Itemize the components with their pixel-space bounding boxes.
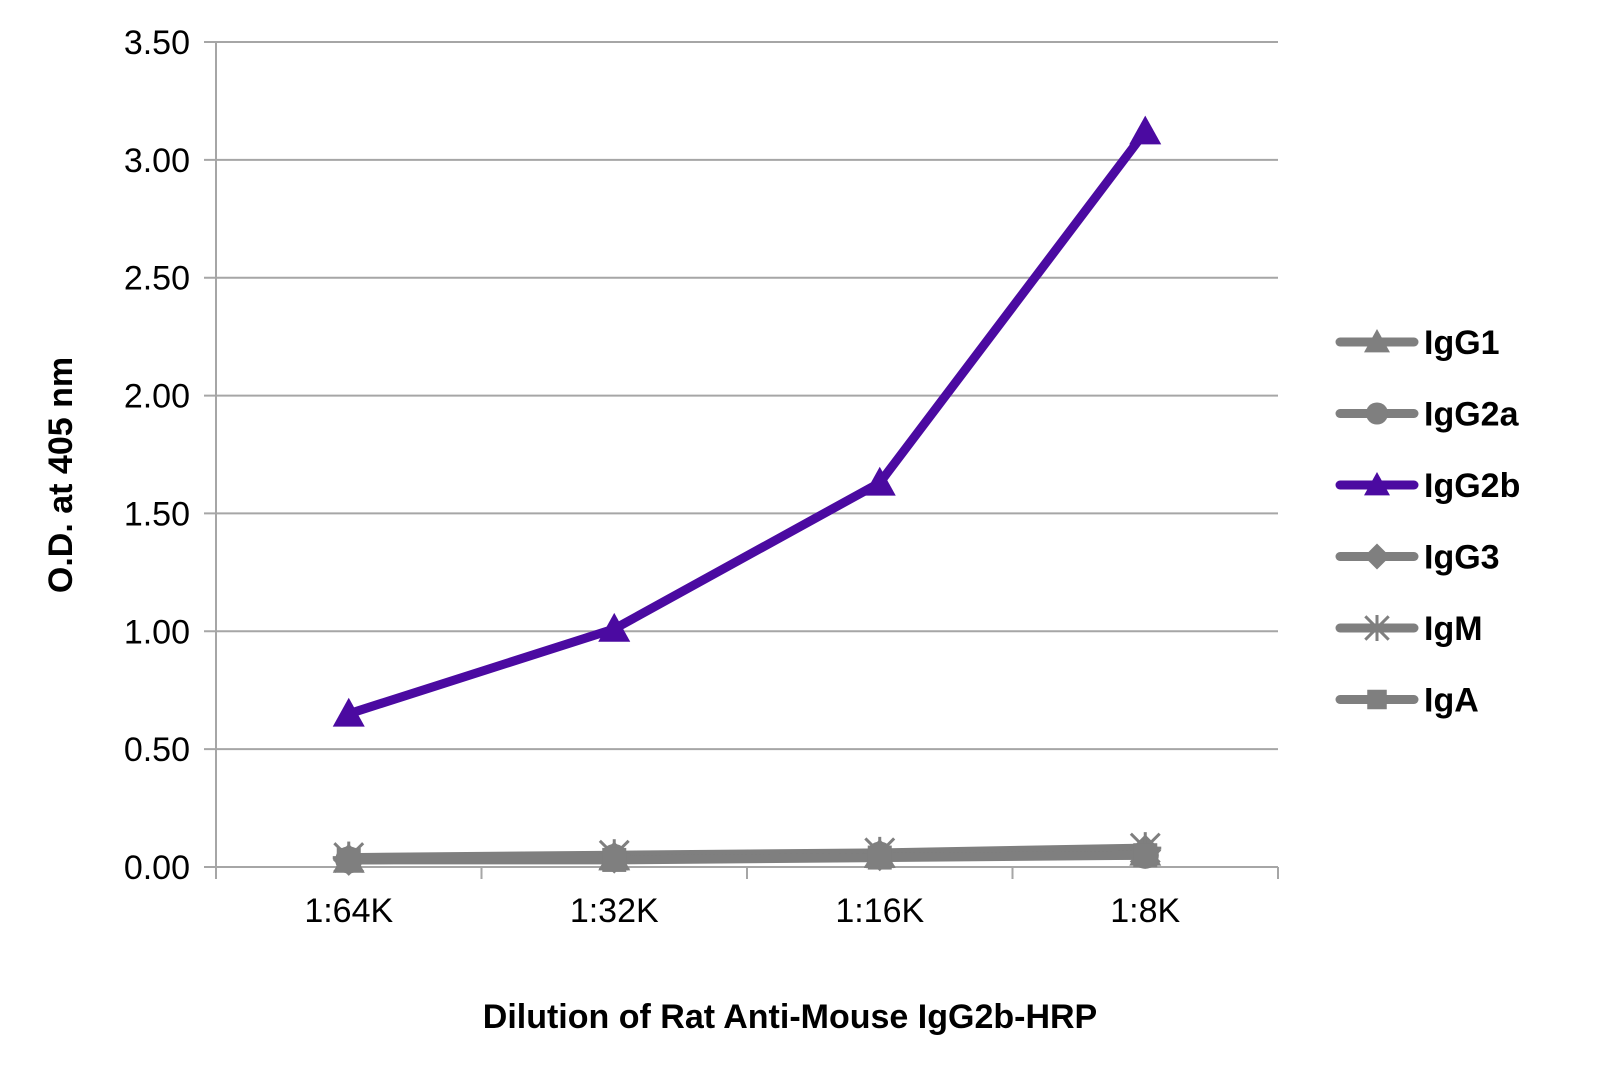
- legend-item-igg3: IgG3: [1335, 539, 1500, 577]
- y-tick-label: 0.00: [124, 849, 190, 887]
- gridlines: [204, 41, 1278, 868]
- y-tick-label: 2.00: [124, 378, 190, 416]
- x-tick-label: 1:32K: [570, 892, 659, 930]
- legend-label: IgG3: [1424, 539, 1500, 577]
- y-tick-labels: 0.00 0.50 1.00 1.50 2.00 2.50 3.00 3.50: [124, 24, 190, 887]
- x-tick-label: 1:64K: [304, 892, 393, 930]
- x-tick-labels: 1:64K 1:32K 1:16K 1:8K: [304, 892, 1180, 930]
- data-point-iga: [1133, 843, 1158, 868]
- data-point-igg2b: [332, 697, 365, 727]
- data-point-iga: [602, 847, 627, 872]
- series-line-igg2b: [344, 127, 1150, 719]
- legend: IgG1 IgG2a IgG2b IgG3 IgM IgA: [1335, 324, 1520, 720]
- series-iga: [336, 843, 1158, 872]
- y-tick-label: 0.50: [124, 731, 190, 769]
- data-point-igg2b: [598, 612, 631, 642]
- legend-item-igg1: IgG1: [1335, 324, 1500, 362]
- legend-label: IgG2b: [1424, 467, 1520, 505]
- legend-label: IgG2a: [1424, 396, 1520, 434]
- legend-item-iga: IgA: [1335, 682, 1479, 720]
- y-tick-label: 3.50: [124, 24, 190, 62]
- legend-item-igg2a: IgG2a: [1335, 396, 1520, 434]
- legend-marker-igg1: [1364, 329, 1390, 353]
- x-tick-label: 1:16K: [835, 892, 924, 930]
- y-tick-label: 1.00: [124, 613, 190, 651]
- legend-marker-igg2b: [1364, 472, 1390, 496]
- data-point-iga: [336, 847, 361, 872]
- y-tick-label: 3.00: [124, 142, 190, 180]
- x-axis-title: Dilution of Rat Anti-Mouse IgG2b-HRP: [483, 998, 1097, 1036]
- legend-item-igg2b: IgG2b: [1335, 467, 1520, 505]
- data-point-iga: [867, 845, 892, 870]
- data-point-igg2b: [1129, 115, 1162, 145]
- legend-marker-igg2a: [1365, 402, 1389, 425]
- legend-marker-igg3: [1364, 543, 1390, 570]
- series-line-iga: [344, 850, 1150, 865]
- legend-label: IgA: [1424, 682, 1479, 720]
- data-point-igg2b: [863, 466, 896, 496]
- legend-marker-iga: [1367, 689, 1387, 710]
- y-tick-label: 2.50: [124, 260, 190, 298]
- series-layer: [332, 115, 1162, 876]
- legend-item-igm: IgM: [1335, 610, 1483, 648]
- y-tick-label: 1.50: [124, 495, 190, 533]
- axes: [215, 42, 1279, 879]
- series-igg2b: [332, 115, 1162, 727]
- legend-label: IgM: [1424, 610, 1483, 648]
- legend-marker-igm: [1364, 615, 1390, 641]
- x-tick-label: 1:8K: [1110, 892, 1180, 930]
- legend-label: IgG1: [1424, 324, 1500, 362]
- y-axis-title: O.D. at 405 nm: [42, 357, 80, 593]
